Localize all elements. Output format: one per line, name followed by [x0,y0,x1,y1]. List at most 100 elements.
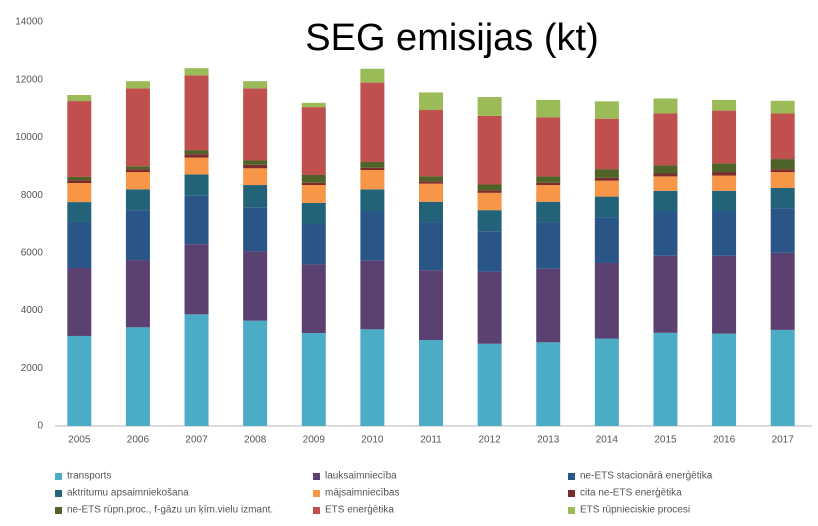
bar-segment [477,210,502,232]
legend-swatch [55,490,62,497]
x-tick-label: 2013 [537,435,560,446]
bar-segment [770,159,795,170]
bar-segment [67,221,92,269]
y-tick-label: 14000 [15,17,43,28]
x-tick-label: 2010 [361,435,384,446]
bar-segment [67,183,92,203]
bar-segment [184,314,209,426]
bar-segment [125,260,150,328]
bar-segment [125,172,150,190]
bar-segment [712,255,737,334]
bar-segment [594,180,619,197]
bar-segment [125,166,150,170]
bar-segment [536,176,561,183]
bar-segment [653,190,678,212]
bar-segment [125,327,150,426]
bar-segment [184,154,209,158]
bar-segment [243,81,268,89]
bar-segment [125,169,150,173]
legend-label: cita ne-ETS enerģētika [580,486,682,499]
bar-segment [360,329,385,426]
x-tick-label: 2016 [713,435,736,446]
bar-segment [243,88,268,161]
bar-segment [419,110,443,177]
bar-segment [653,113,678,166]
y-tick-label: 8000 [21,190,44,201]
bar-segment [477,97,502,116]
bar-segment [243,320,268,426]
bar-segment [477,271,502,344]
bar-segment [243,207,268,252]
bar-segment [653,173,678,177]
bar-segment [419,340,443,426]
bar-segment [653,211,678,256]
legend-label: transports [67,471,111,482]
bar-segment [536,268,561,343]
bar-segment [243,168,268,186]
bar-segment [184,174,209,196]
bar-segment [301,264,326,334]
bar-segment [536,342,561,426]
bar-segment [594,196,619,218]
bar-segment [536,99,561,118]
legend-label: lauksaimniecība [325,471,397,482]
legend-label: ne-ETS rūpn.proc., f-gāzu un ķīm.vielu i… [67,505,273,516]
bar-segment [477,343,502,426]
bar-segment [125,81,150,89]
x-tick-label: 2012 [478,435,501,446]
bar-segment [301,185,326,203]
bar-segment [419,201,443,223]
bar-segment [477,231,502,272]
legend-swatch [568,473,575,480]
bar-segment [712,190,737,212]
x-tick-label: 2009 [303,435,326,446]
bar-segment [360,167,385,171]
y-tick-label: 10000 [15,132,43,143]
bar-segment [301,107,326,175]
bar-segment [243,164,268,169]
bar-segment [770,169,795,173]
bar-segment [594,118,619,170]
y-tick-label: 4000 [21,305,44,316]
bar-segment [301,224,326,265]
bar-segment [419,183,443,202]
bar-segment [653,176,678,191]
bar-segment [419,176,443,182]
bar-segment [67,268,92,336]
bar-segment [360,260,385,330]
bar-segment [67,176,92,181]
y-tick-label: 6000 [21,247,44,258]
bar-segment [243,160,268,165]
bar-segment [419,92,443,111]
bar-segment [360,68,385,83]
bar-segment [360,211,385,261]
legend-swatch [313,507,320,514]
bar-segment [770,113,795,160]
bar-segment [301,182,326,186]
bar-segment [125,88,150,167]
bar-segment [712,99,737,111]
bar-segment [712,211,737,256]
bar-segment [360,170,385,190]
x-tick-label: 2014 [596,435,619,446]
x-tick-label: 2011 [420,435,442,446]
bar-segment [301,174,326,183]
bar-segment [594,262,619,339]
bar-segment [536,182,561,186]
chart-title: SEG emisijas (kt) [305,17,598,59]
bar-segment [67,95,92,102]
bar-segment [125,210,150,261]
bar-segment [712,172,737,176]
bar-segment [67,202,92,222]
bar-segment [67,180,92,184]
bar-segment [184,75,209,151]
bar-segment [477,192,502,211]
bar-segment [184,195,209,245]
x-tick-label: 2008 [244,435,267,446]
legend-swatch [55,507,62,514]
y-tick-label: 0 [37,421,43,432]
bar-segment [653,165,678,174]
legend-swatch [55,473,62,480]
legend-swatch [313,490,320,497]
bar-segment [770,187,795,209]
